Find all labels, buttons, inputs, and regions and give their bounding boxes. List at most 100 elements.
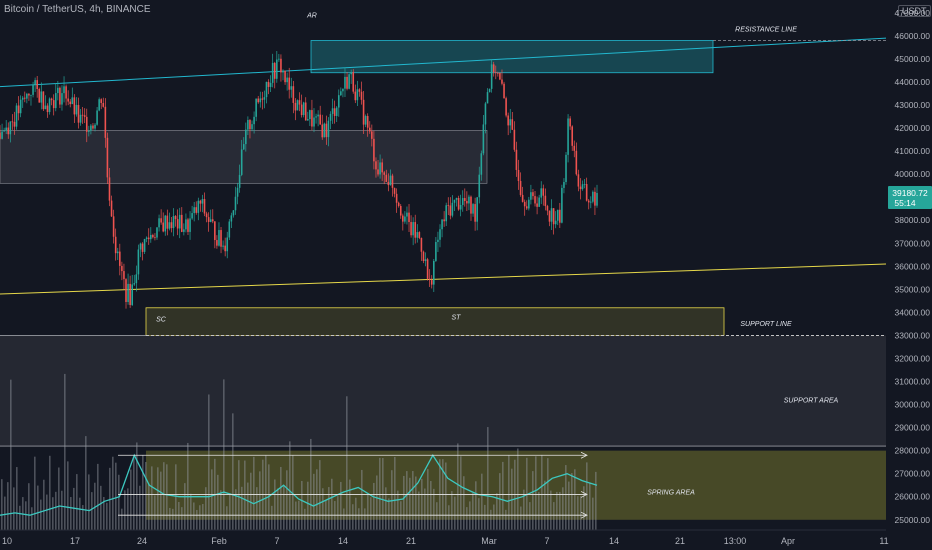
volume-bar <box>145 462 147 530</box>
candle-body <box>116 251 119 254</box>
candle-body <box>5 127 7 131</box>
candle-body <box>346 76 348 89</box>
volume-bar <box>121 508 123 530</box>
volume-bar <box>532 471 534 530</box>
chart-title: Bitcoin / TetherUS, 4h, BINANCE <box>4 4 151 15</box>
volume-bar <box>553 502 555 530</box>
candle-body <box>362 99 365 125</box>
volume-bar <box>364 508 366 530</box>
volume-bar <box>250 472 252 530</box>
volume-bar <box>244 460 246 530</box>
candle-body <box>402 215 404 222</box>
price-badge <box>888 186 932 210</box>
volume-bar <box>370 497 372 530</box>
candle-body <box>149 235 152 240</box>
volume-bar <box>550 490 552 530</box>
candle-body <box>104 106 107 138</box>
volume-bar <box>238 460 240 530</box>
volume-bar <box>172 508 174 530</box>
volume-bar <box>499 473 501 530</box>
candle-body <box>112 216 115 237</box>
spring-area-zone <box>146 450 886 520</box>
volume-bar <box>424 488 426 530</box>
volume-bar <box>7 482 9 530</box>
candle-body <box>381 162 383 173</box>
candle-body <box>323 123 326 138</box>
volume-bar <box>211 469 213 530</box>
volume-bar <box>460 456 462 530</box>
candle-body <box>166 215 169 229</box>
candle-body <box>329 113 332 121</box>
volume-bar <box>151 466 153 530</box>
volume-bar <box>403 475 405 530</box>
candle-body <box>141 243 144 252</box>
candle-body <box>52 100 55 109</box>
candle-body <box>575 150 578 175</box>
volume-bar <box>277 488 279 530</box>
candle-body <box>195 207 198 213</box>
price-badge-countdown: 55:14 <box>894 198 916 208</box>
volume-bar <box>85 436 87 530</box>
candle-body <box>585 184 588 201</box>
candle-body <box>296 100 299 111</box>
candle-body <box>263 97 266 100</box>
candle-body <box>211 219 214 222</box>
volume-bar <box>43 479 45 530</box>
candle-body <box>50 98 53 101</box>
volume-bar <box>400 501 402 530</box>
candle-body <box>579 186 582 190</box>
candle-body <box>538 197 540 207</box>
volume-bar <box>307 481 309 530</box>
volume-bar <box>196 509 198 530</box>
candle-body <box>511 119 514 130</box>
annotation-label: SC <box>156 317 167 324</box>
annotation-label: RESISTANCE LINE <box>735 26 797 33</box>
candle-body <box>581 184 584 190</box>
volume-bar <box>193 502 195 530</box>
candle-body <box>240 149 243 175</box>
candle-body <box>459 204 462 210</box>
candle-body <box>410 222 412 236</box>
candle-body <box>583 184 586 185</box>
candle-body <box>261 98 264 100</box>
candle-body <box>445 205 448 222</box>
candle-body <box>108 177 111 201</box>
volume-bar <box>505 509 507 530</box>
candle-body <box>220 230 222 247</box>
currency-label[interactable]: USDT <box>898 5 931 17</box>
candle-body <box>199 200 202 204</box>
candle-body <box>344 76 346 89</box>
candle-body <box>96 110 98 125</box>
candle-body <box>463 198 466 201</box>
volume-bar <box>130 469 132 530</box>
candle-body <box>54 93 57 109</box>
volume-bar <box>514 459 516 530</box>
candle-body <box>94 124 96 129</box>
volume-bar <box>457 443 459 530</box>
candle-body <box>162 222 164 232</box>
ar-zone <box>310 40 714 74</box>
candle-body <box>420 237 423 252</box>
candle-body <box>40 91 43 103</box>
volume-bar <box>319 460 321 530</box>
volume-bar <box>199 505 201 530</box>
candle-body <box>443 219 445 222</box>
volume-bar <box>448 505 450 530</box>
volume-bar <box>127 488 129 530</box>
st-zone <box>145 307 725 336</box>
candle-body <box>556 209 559 221</box>
candle-body <box>42 91 45 110</box>
candle-body <box>457 198 460 210</box>
x-tick-label: 21 <box>675 536 685 546</box>
candle-body <box>152 235 154 238</box>
candle-body <box>247 120 249 130</box>
candle-body <box>587 200 590 203</box>
candle-body <box>482 124 485 154</box>
x-tick-label: Apr <box>781 536 795 546</box>
candle-body <box>470 196 472 214</box>
candle-body <box>513 129 516 150</box>
y-tick-label: 36000.00 <box>895 261 931 271</box>
volume-bar <box>148 484 150 530</box>
candle-body <box>160 218 162 223</box>
